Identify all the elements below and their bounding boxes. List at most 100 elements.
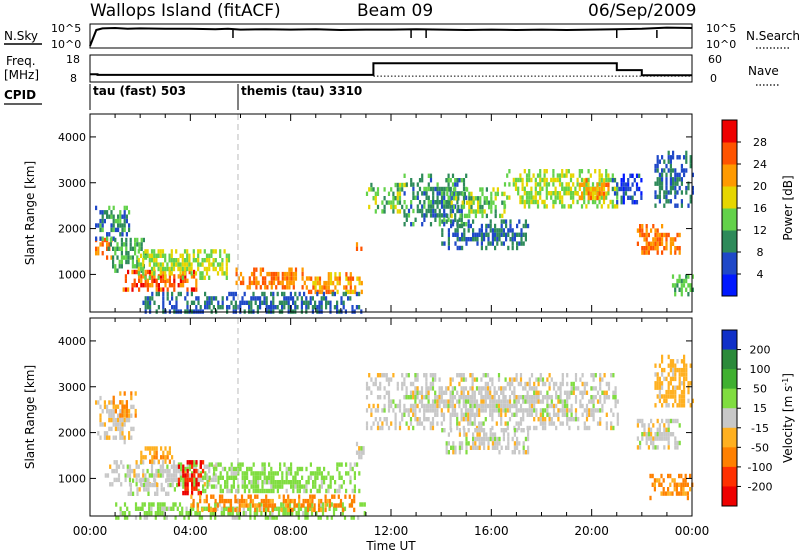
scatter-cell: [140, 283, 143, 288]
scatter-cell: [658, 376, 661, 382]
scatter-cell: [579, 403, 582, 409]
scatter-cell: [577, 386, 580, 391]
scatter-cell: [182, 473, 185, 478]
scatter-cell: [279, 466, 282, 472]
scatter-cell: [665, 398, 668, 404]
scatter-cell: [249, 494, 252, 499]
scatter-cell: [548, 381, 551, 387]
scatter-cell: [613, 204, 617, 209]
scatter-cell: [476, 232, 479, 237]
scatter-cell: [669, 181, 672, 186]
scatter-cell: [315, 511, 318, 516]
scatter-cell: [502, 428, 505, 433]
scatter-cell: [314, 471, 317, 476]
scatter-cell: [656, 228, 659, 233]
scatter-cell: [306, 503, 310, 508]
scatter-cell: [273, 506, 276, 511]
scatter-cell: [552, 169, 555, 174]
scatter-cell: [661, 372, 664, 377]
scatter-cell: [460, 386, 463, 391]
scatter-cell: [482, 421, 485, 426]
scatter-cell: [431, 381, 435, 387]
scatter-cell: [260, 502, 263, 507]
scatter-cell: [138, 487, 141, 492]
scatter-cell: [654, 241, 657, 246]
scatter-cell: [281, 276, 284, 281]
scatter-cell: [206, 305, 209, 310]
scatter-cell: [517, 395, 520, 400]
scatter-cell: [452, 441, 455, 446]
scatter-cell: [520, 228, 523, 233]
scatter-cell: [264, 515, 267, 520]
scatter-cell: [519, 373, 523, 378]
scatter-cell: [136, 491, 139, 496]
scatter-cell: [253, 280, 256, 286]
scatter-cell: [684, 473, 687, 479]
scatter-cell: [494, 232, 497, 237]
scatter-cell: [241, 471, 244, 476]
scatter-cell: [157, 249, 160, 254]
scatter-cell: [97, 246, 100, 251]
scatter-cell: [581, 403, 584, 409]
scatter-cell: [660, 473, 663, 479]
scatter-cell: [261, 484, 264, 489]
scatter-cell: [414, 217, 417, 222]
noise-tick-left-top: 10^5: [51, 22, 81, 35]
scatter-cell: [678, 172, 681, 178]
scatter-cell: [396, 196, 399, 201]
scatter-cell: [277, 511, 281, 516]
scatter-cell: [570, 408, 573, 413]
scatter-cell: [175, 258, 178, 263]
scatter-cell: [136, 255, 139, 260]
scatter-cell: [576, 177, 579, 183]
scatter-cell: [474, 213, 477, 219]
scatter-cell: [281, 300, 284, 305]
scatter-cell: [418, 417, 421, 422]
scatter-cell: [140, 274, 143, 279]
scatter-cell: [193, 462, 196, 467]
scatter-cell: [527, 432, 530, 437]
scatter-cell: [119, 223, 122, 228]
scatter-cell: [449, 195, 452, 200]
scatter-cell: [469, 417, 472, 422]
scatter-cell: [556, 195, 559, 200]
scatter-cell: [658, 237, 661, 242]
scatter-cell: [519, 381, 523, 387]
scatter-cell: [650, 418, 653, 424]
velocity-colorbar: Velocity [m s-1] 2001005015-15-50-100-20…: [721, 329, 795, 507]
scatter-cell: [534, 191, 537, 196]
scatter-cell: [487, 232, 490, 237]
scatter-cell: [179, 274, 182, 279]
scatter-cell: [520, 237, 523, 242]
scatter-cell: [578, 195, 581, 201]
x-tick-label: 20:00: [574, 524, 609, 538]
scatter-cell: [153, 258, 156, 263]
scatter-cell: [188, 462, 191, 467]
scatter-cell: [219, 305, 222, 310]
scatter-cell: [277, 506, 281, 511]
scatter-cell: [150, 473, 154, 478]
scatter-cell: [224, 466, 227, 472]
scatter-cell: [124, 274, 127, 279]
scatter-cell: [183, 515, 186, 520]
scatter-cell: [460, 217, 463, 222]
scatter-cell: [614, 390, 617, 395]
scatter-cell: [683, 376, 686, 382]
scatter-cell: [182, 269, 185, 275]
scatter-cell: [427, 195, 430, 200]
scatter-cell: [676, 172, 679, 178]
scatter-cell: [381, 425, 384, 431]
scatter-cell: [125, 251, 128, 256]
scatter-cell: [300, 503, 303, 508]
scatter-cell: [262, 498, 266, 504]
scatter-cell: [188, 253, 191, 258]
scatter-cell: [379, 425, 382, 431]
scatter-cell: [661, 394, 664, 399]
scatter-cell: [311, 507, 314, 513]
scatter-cell: [665, 246, 668, 251]
scatter-cell: [449, 403, 452, 409]
scatter-cell: [574, 417, 578, 422]
scatter-cell: [480, 377, 483, 382]
scatter-cell: [683, 363, 686, 368]
scatter-cell: [275, 506, 278, 511]
